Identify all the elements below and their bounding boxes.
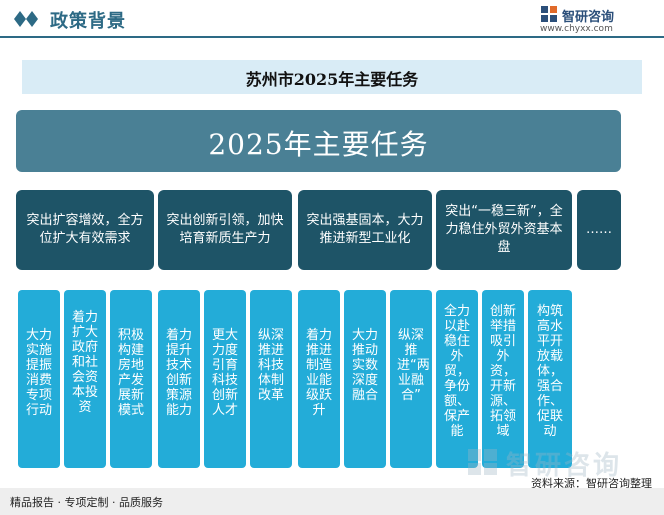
watermark-text: 智研咨询	[506, 451, 623, 481]
watermark: 智研咨询	[462, 445, 662, 481]
task-label: 构筑高水平开放载体，强合作、促联动	[536, 304, 563, 439]
footer-slogan: 精品报告 · 专项定制 · 品质服务	[10, 496, 163, 509]
task-label: 更大力度引育科技创新人才	[211, 328, 238, 418]
header-divider	[0, 36, 664, 38]
brand: 智研咨询 www.chyxx.com	[540, 5, 650, 35]
task-label: 创新举措吸引外资，开新源、拓领域	[489, 304, 516, 439]
main-task-box: 2025年主要任务	[16, 110, 621, 172]
task-label: 积极构建房地产发展新模式	[117, 328, 144, 418]
category-label: 突出“一稳三新”，全力稳住外贸外资基本盘	[445, 204, 563, 255]
task-label: 着力推进制造业能级跃升	[305, 328, 332, 418]
brand-name: 智研咨询	[562, 10, 615, 25]
task-label: 纵深推进科技体制改革	[257, 328, 284, 403]
task-box: 积极构建房地产发展新模式	[110, 290, 152, 468]
category-label: 突出扩容增效，全方位扩大有效需求	[26, 213, 144, 246]
watermark-logo-icon	[468, 449, 497, 475]
task-box: 大力推动实数深度融合	[344, 290, 386, 468]
task-box: 着力推进制造业能级跃升	[298, 290, 340, 468]
task-label: 大力推动实数深度融合	[351, 328, 378, 403]
diamond-icon	[14, 11, 38, 27]
task-box: 纵深推进科技体制改革	[250, 290, 292, 468]
subtitle-band: 苏州市2025年主要任务	[22, 60, 642, 94]
task-box: 纵深推进“两业融合”	[390, 290, 432, 468]
category-box-demand: 突出扩容增效，全方位扩大有效需求	[16, 190, 154, 270]
task-box: 全力以赴稳住外贸，争份额、保产能	[436, 290, 478, 468]
category-label: 突出强基固本，大力推进新型工业化	[306, 213, 424, 246]
header: 政策背景 智研咨询 www.chyxx.com	[0, 0, 664, 38]
category-box-foreign-trade: 突出“一稳三新”，全力稳住外贸外资基本盘	[436, 190, 572, 270]
category-box-more: ……	[577, 190, 621, 270]
page-title: 政策背景	[50, 11, 126, 32]
category-label: ……	[586, 222, 612, 237]
category-label: 突出创新引领，加快培育新质生产力	[166, 213, 284, 246]
task-label: 纵深推进“两业融合”	[397, 328, 430, 403]
diagram-title: 苏州市2025年主要任务	[245, 70, 419, 89]
footer-bar	[0, 488, 664, 515]
task-box: 更大力度引育科技创新人才	[204, 290, 246, 468]
category-box-industrialization: 突出强基固本，大力推进新型工业化	[298, 190, 432, 270]
task-label: 全力以赴稳住外贸，争份额、保产能	[443, 304, 470, 439]
task-box: 着力提升技术创新策源能力	[158, 290, 200, 468]
task-box: 创新举措吸引外资，开新源、拓领域	[482, 290, 524, 468]
task-box: 构筑高水平开放载体，强合作、促联动	[528, 290, 572, 468]
task-label: 着力提升技术创新策源能力	[165, 328, 192, 418]
task-label: 大力实施提振消费专项行动	[25, 328, 52, 418]
task-box: 着力扩大政府和社会资本投资	[64, 290, 106, 468]
brand-url: www.chyxx.com	[540, 24, 613, 34]
main-task-label: 2025年主要任务	[208, 128, 429, 161]
source-note: 资料来源：智研咨询整理	[531, 477, 652, 490]
brand-logo-icon	[541, 6, 557, 22]
category-box-innovation: 突出创新引领，加快培育新质生产力	[158, 190, 292, 270]
task-label: 着力扩大政府和社会资本投资	[71, 310, 98, 415]
task-box: 大力实施提振消费专项行动	[18, 290, 60, 468]
